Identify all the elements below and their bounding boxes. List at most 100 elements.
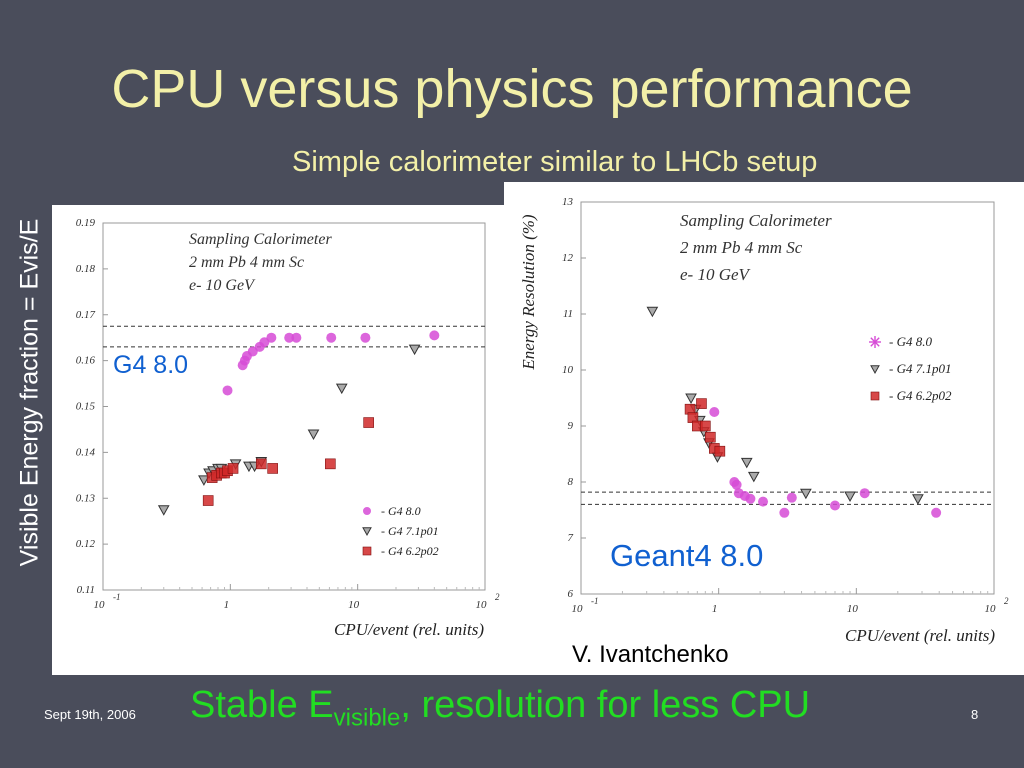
chart-annotation: e- 10 GeV bbox=[189, 277, 256, 294]
data-point-circle bbox=[731, 479, 742, 490]
slide-subtitle: Simple calorimeter similar to LHCb setup bbox=[292, 146, 818, 178]
data-point-triangle bbox=[157, 505, 170, 516]
data-point-circle bbox=[291, 332, 302, 343]
data-point-triangle bbox=[800, 488, 812, 500]
data-point-square bbox=[714, 445, 726, 457]
chart-annotation: e- 10 GeV bbox=[680, 265, 752, 284]
data-point-square bbox=[267, 463, 278, 474]
legend-marker-circle bbox=[363, 507, 371, 515]
data-point-circle bbox=[931, 507, 942, 518]
y-tick-label: 0.14 bbox=[76, 446, 96, 458]
left-chart-panel: 0.11 0.12 0.13 0.14 0.15 0.16 0.17 0.18 0.19 10 -1… bbox=[52, 205, 512, 675]
x-tick-label: 1 bbox=[712, 603, 718, 615]
data-point-circle bbox=[745, 493, 756, 504]
plot-frame bbox=[580, 201, 995, 595]
y-tick-label: 0.15 bbox=[76, 401, 96, 413]
data-point-circle bbox=[859, 488, 870, 499]
data-point-circle bbox=[779, 507, 790, 518]
data-point-circle bbox=[758, 496, 769, 507]
y-tick-label: 0.18 bbox=[76, 263, 96, 275]
data-point-circle bbox=[709, 407, 720, 417]
data-point-square bbox=[696, 398, 707, 409]
data-point-square bbox=[700, 420, 711, 432]
y-tick-label: 11 bbox=[563, 308, 573, 320]
data-point-triangle bbox=[335, 383, 348, 395]
x-tick-exponent: 2 bbox=[1004, 596, 1009, 606]
x-tick-label: 10 bbox=[348, 599, 360, 611]
x-tick-exponent: 2 bbox=[495, 592, 500, 602]
bottom-conclusion: Stable Evisible, resolution for less CPU bbox=[190, 684, 810, 733]
y-tick-label: 0.19 bbox=[76, 217, 96, 229]
data-point-triangle bbox=[912, 494, 924, 505]
data-point-circle bbox=[360, 332, 371, 343]
legend-label: - G4 8.0 bbox=[381, 504, 421, 518]
y-tick-label: 7 bbox=[568, 532, 574, 544]
y-tick-label: 0.16 bbox=[76, 355, 96, 367]
legend-marker-square bbox=[362, 546, 372, 556]
x-tick-label: 10 bbox=[847, 603, 859, 615]
side-y-axis-label: Visible Energy fraction = Evis/E bbox=[10, 196, 50, 596]
y-tick-label: 9 bbox=[568, 420, 574, 432]
data-point-square bbox=[202, 495, 214, 506]
data-point-triangle bbox=[198, 475, 210, 486]
chart-annotation: 2 mm Pb 4 mm Sc bbox=[680, 238, 803, 257]
energy-resolution-chart: 6 7 8 9 10 11 12 13 10 -1 1 10 10 2 CPU/event (rel. un… bbox=[519, 196, 1009, 645]
g4-overlay-label: G4 8.0 bbox=[113, 351, 189, 379]
x-tick-exponent: -1 bbox=[591, 596, 599, 606]
evis-fraction-chart: 0.11 0.12 0.13 0.14 0.15 0.16 0.17 0.18 0.19 10 -1… bbox=[76, 217, 500, 639]
legend-label: - G4 7.1p01 bbox=[889, 361, 951, 376]
legend-marker-star bbox=[870, 337, 880, 347]
data-point-triangle bbox=[685, 393, 697, 405]
legend-label: - G4 8.0 bbox=[889, 334, 932, 349]
data-point-triangle bbox=[844, 491, 856, 503]
data-point-triangle bbox=[307, 429, 320, 441]
data-point-circle bbox=[429, 330, 440, 341]
x-axis-label: CPU/event (rel. units) bbox=[845, 626, 995, 645]
slide-title: CPU versus physics performance bbox=[111, 59, 913, 119]
bottom-text-sub: visible bbox=[333, 704, 401, 732]
data-point-circle bbox=[266, 332, 277, 343]
data-point-square bbox=[227, 463, 239, 474]
slide-date: Sept 19th, 2006 bbox=[44, 707, 136, 722]
legend-marker-triangle bbox=[362, 527, 372, 537]
y-tick-label: 0.17 bbox=[76, 309, 96, 321]
legend-marker-square bbox=[870, 391, 880, 401]
legend-label: - G4 7.1p01 bbox=[381, 524, 439, 538]
y-tick-label: 0.13 bbox=[76, 492, 96, 504]
x-tick-label: 10 bbox=[476, 599, 488, 611]
legend-label: - G4 6.2p02 bbox=[381, 544, 439, 558]
data-point-square bbox=[363, 417, 374, 428]
chart-annotation: Sampling Calorimeter bbox=[189, 231, 332, 248]
data-point-circle bbox=[284, 332, 295, 343]
x-tick-label: 10 bbox=[94, 599, 106, 611]
chart-annotation: 2 mm Pb 4 mm Sc bbox=[189, 254, 304, 271]
x-axis-label: CPU/event (rel. units) bbox=[334, 620, 484, 639]
x-tick-exponent: -1 bbox=[113, 592, 121, 602]
data-point-circle bbox=[222, 385, 233, 396]
data-point-square bbox=[325, 458, 336, 470]
x-tick-label: 10 bbox=[572, 603, 584, 615]
data-point-circle bbox=[786, 492, 797, 503]
y-tick-label: 0.12 bbox=[76, 538, 96, 550]
page-number: 8 bbox=[971, 707, 979, 722]
bottom-text-pre: Stable E bbox=[190, 684, 334, 726]
author-label: V. Ivantchenko bbox=[572, 641, 729, 668]
x-tick-label: 1 bbox=[224, 599, 230, 611]
side-y-axis-label-text: Visible Energy fraction = Evis/E bbox=[15, 218, 44, 567]
legend-marker-triangle bbox=[870, 365, 880, 375]
y-tick-label: 6 bbox=[568, 588, 574, 600]
y-axis-label: Energy Resolution (%) bbox=[519, 214, 538, 370]
geant4-overlay-label: Geant4 8.0 bbox=[610, 538, 764, 573]
y-tick-label: 10 bbox=[562, 364, 574, 376]
data-point-circle bbox=[830, 500, 841, 511]
bottom-text-post: , resolution for less CPU bbox=[400, 684, 811, 726]
data-point-triangle bbox=[740, 457, 753, 469]
x-tick-label: 10 bbox=[985, 603, 997, 615]
data-point-triangle bbox=[747, 471, 760, 483]
data-point-circle bbox=[326, 332, 337, 343]
y-tick-label: 0.11 bbox=[77, 584, 95, 596]
data-point-triangle bbox=[646, 306, 659, 318]
y-tick-label: 8 bbox=[568, 476, 574, 488]
right-chart-panel: 6 7 8 9 10 11 12 13 10 -1 1 10 10 2 CPU/event (rel. un… bbox=[504, 182, 1024, 675]
data-point-triangle bbox=[408, 344, 421, 356]
